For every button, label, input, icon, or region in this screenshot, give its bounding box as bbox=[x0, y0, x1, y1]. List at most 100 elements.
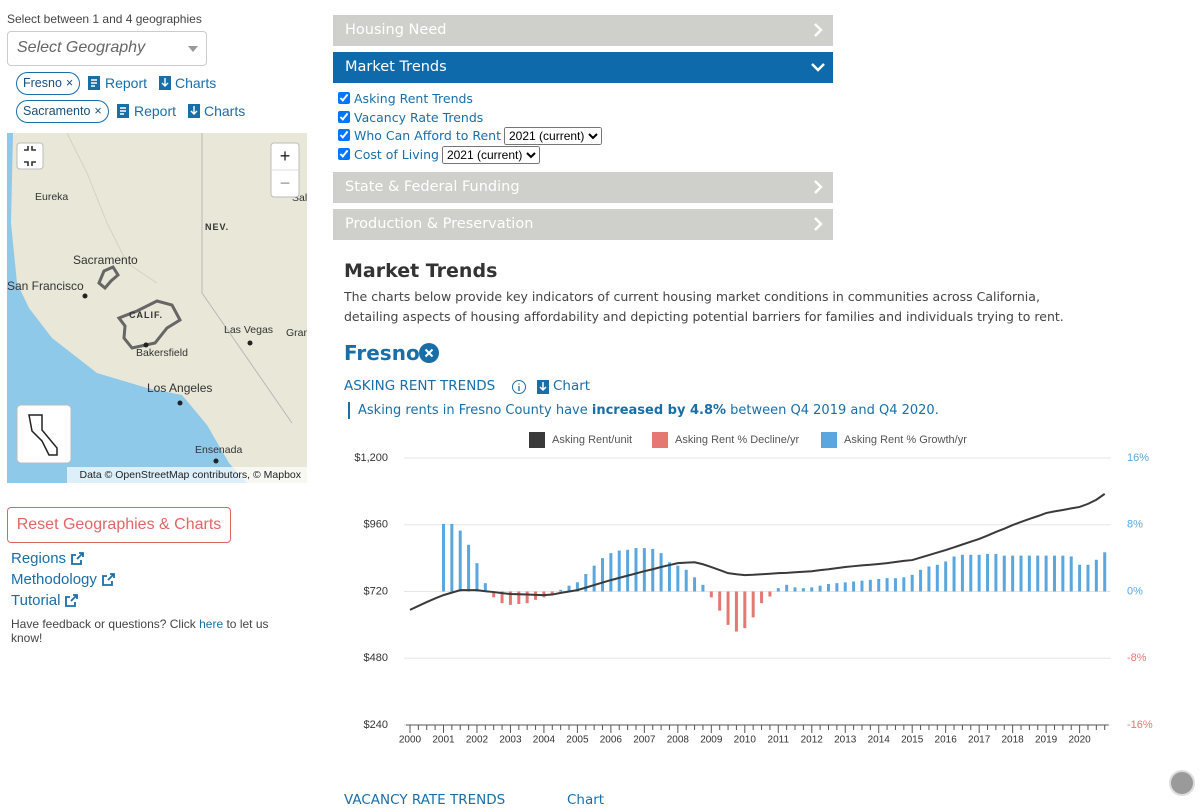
option-row: Cost of Living 2021 (current) bbox=[338, 145, 540, 164]
bar bbox=[1069, 556, 1073, 592]
bar bbox=[827, 583, 830, 592]
map-label: Eureka bbox=[35, 191, 68, 203]
x-tick-label: 2007 bbox=[633, 735, 656, 746]
option-checkbox[interactable] bbox=[338, 110, 350, 123]
bar bbox=[676, 565, 680, 592]
bar bbox=[601, 558, 605, 592]
map-label: Las Vegas bbox=[224, 324, 273, 336]
icon-shape bbox=[190, 106, 198, 115]
map-label: Sacramento bbox=[73, 253, 138, 267]
download-icon[interactable] bbox=[537, 378, 549, 394]
bar bbox=[785, 584, 789, 592]
bar bbox=[902, 577, 906, 592]
accordion-title: Production & Preservation bbox=[345, 216, 534, 232]
download-icon[interactable] bbox=[159, 75, 171, 90]
external-icon[interactable] bbox=[70, 552, 84, 566]
charts-link[interactable]: Charts bbox=[204, 103, 246, 119]
bar bbox=[559, 589, 563, 592]
pdf-icon[interactable] bbox=[117, 103, 129, 118]
year-select[interactable]: 2021 (current) bbox=[441, 145, 540, 164]
geo-pill[interactable]: Sacramento × bbox=[16, 100, 109, 123]
help-widget[interactable] bbox=[1169, 770, 1195, 796]
report-link[interactable]: Report bbox=[105, 75, 148, 91]
bar bbox=[642, 548, 646, 592]
geo-pill[interactable]: Fresno × bbox=[16, 72, 81, 95]
map-label: Gran bbox=[286, 327, 307, 339]
geo-remove[interactable]: × bbox=[65, 76, 74, 90]
summary-highlight: increased by 4.8% bbox=[591, 403, 727, 418]
next-section-title: VACANCY RATE TRENDS bbox=[344, 792, 506, 808]
next-chart-link[interactable]: Chart bbox=[567, 792, 605, 808]
chevron-shape bbox=[814, 217, 823, 231]
bar bbox=[1086, 564, 1090, 592]
chevron bbox=[814, 180, 823, 194]
y2-tick-label: 0% bbox=[1127, 585, 1143, 597]
bar bbox=[441, 523, 445, 592]
external-icon[interactable] bbox=[64, 594, 78, 608]
bar bbox=[877, 578, 881, 592]
feedback-link[interactable]: here bbox=[199, 617, 224, 631]
zoom-in[interactable]: + bbox=[280, 146, 291, 166]
report-link[interactable]: Report bbox=[134, 103, 177, 119]
external-icon[interactable] bbox=[101, 573, 115, 587]
bar bbox=[475, 563, 479, 592]
accordion-header[interactable]: Market Trends bbox=[333, 52, 833, 83]
zoom-out[interactable]: − bbox=[280, 173, 291, 193]
bar bbox=[693, 577, 697, 592]
bar bbox=[450, 523, 454, 592]
info-icon[interactable] bbox=[511, 379, 527, 395]
bar bbox=[483, 583, 487, 592]
accordion-header[interactable]: Production & Preservation bbox=[333, 209, 833, 240]
chevron-shape bbox=[814, 23, 823, 37]
reset-button[interactable]: Reset Geographies & Charts bbox=[7, 507, 231, 543]
bar bbox=[701, 584, 705, 592]
geo-remove[interactable]: × bbox=[94, 104, 102, 118]
bar bbox=[1011, 555, 1015, 592]
option-checkbox[interactable] bbox=[338, 129, 350, 141]
accordion-title: State & Federal Funding bbox=[345, 179, 520, 195]
x-tick-label: 2004 bbox=[533, 735, 556, 746]
x-tick-label: 2017 bbox=[968, 735, 991, 746]
charts-link[interactable]: Charts bbox=[175, 75, 217, 91]
x-tick-label: 2008 bbox=[667, 735, 690, 746]
sidebar-link[interactable]: Methodology bbox=[11, 571, 97, 588]
geo-name: Sacramento bbox=[23, 104, 91, 118]
geo-name: Fresno bbox=[23, 76, 62, 90]
option-checkbox[interactable] bbox=[338, 92, 350, 104]
map-attribution: Data © OpenStreetMap contributors, © Map… bbox=[80, 469, 302, 481]
map-label: Los Angeles bbox=[147, 381, 212, 395]
icon-shape bbox=[91, 79, 97, 87]
chevron bbox=[811, 63, 825, 72]
map-label: Ensenada bbox=[195, 444, 242, 456]
geo-select[interactable]: Select Geography bbox=[7, 31, 207, 66]
y-tick-label: $960 bbox=[364, 519, 388, 531]
bar bbox=[500, 591, 504, 604]
map[interactable]: Eureka NEV. Sacramento San Francisco CALIF. L… bbox=[7, 133, 307, 483]
chart: $1,200 $960 $720 $480 $240 16% 8% 0% -8% -16% 2000… bbox=[354, 432, 1153, 746]
accordion-header[interactable]: Housing Need bbox=[333, 15, 833, 46]
bar bbox=[609, 553, 613, 592]
bar bbox=[726, 591, 730, 625]
sidebar-link[interactable]: Tutorial bbox=[11, 592, 61, 609]
bar bbox=[760, 591, 764, 604]
pdf-icon[interactable] bbox=[88, 75, 100, 90]
remove-geography[interactable] bbox=[419, 343, 439, 363]
bar bbox=[818, 585, 822, 592]
bar bbox=[852, 581, 856, 592]
bar bbox=[525, 591, 529, 604]
legend-swatch bbox=[529, 432, 545, 448]
bar bbox=[508, 591, 512, 605]
section-heading: Market Trends bbox=[344, 260, 498, 282]
icon-shape bbox=[65, 594, 78, 607]
download-icon[interactable] bbox=[188, 103, 200, 118]
sidebar-link[interactable]: Regions bbox=[11, 550, 67, 567]
accordion-header[interactable]: State & Federal Funding bbox=[333, 172, 833, 203]
bar bbox=[1094, 559, 1098, 592]
year-select[interactable]: 2021 (current) bbox=[504, 127, 602, 145]
bar bbox=[517, 591, 521, 605]
option-checkbox[interactable] bbox=[338, 147, 350, 160]
y2-tick-label: -16% bbox=[1127, 719, 1153, 731]
bar bbox=[893, 578, 897, 592]
legend-label: Asking Rent % Decline/yr bbox=[675, 434, 799, 446]
chart-link[interactable]: Chart bbox=[553, 378, 591, 394]
